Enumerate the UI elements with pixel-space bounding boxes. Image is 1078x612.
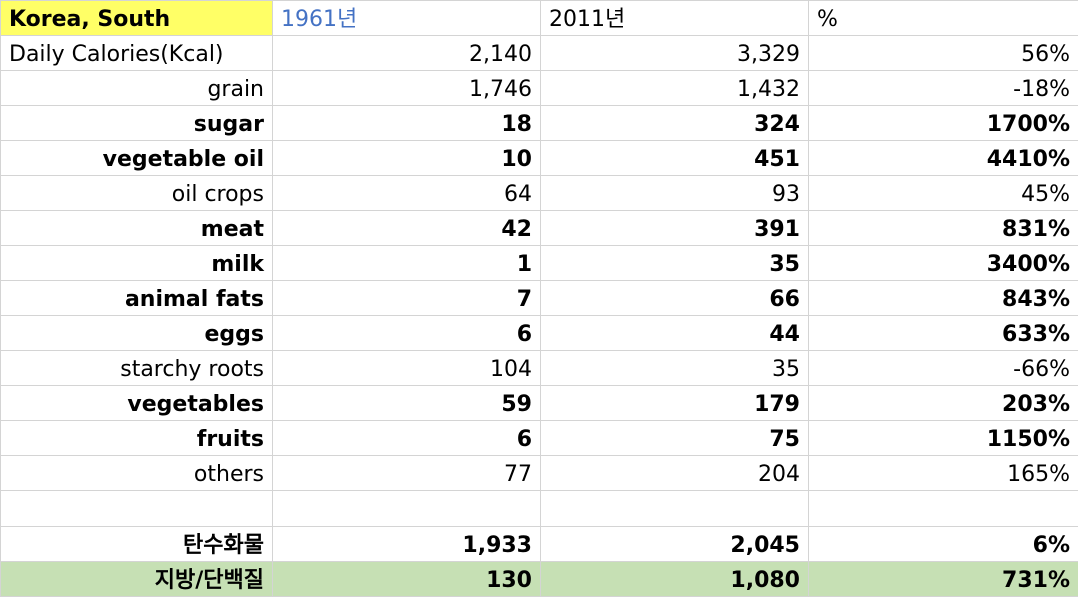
table-row-fat-protein: 지방/단백질 130 1,080 731% xyxy=(0,561,1078,597)
row-label[interactable]: grain xyxy=(0,70,273,106)
row-label[interactable]: sugar xyxy=(0,105,273,141)
value-1961[interactable]: 42 xyxy=(272,210,541,246)
table-row: others 77 204 165% xyxy=(0,455,1078,491)
value-pct[interactable]: 633% xyxy=(808,315,1078,351)
row-label[interactable]: oil crops xyxy=(0,175,273,211)
value-1961[interactable]: 1 xyxy=(272,245,541,281)
value-2011[interactable]: 1,080 xyxy=(540,561,809,597)
value-2011[interactable]: 324 xyxy=(540,105,809,141)
value-2011[interactable]: 451 xyxy=(540,140,809,176)
value-2011[interactable]: 391 xyxy=(540,210,809,246)
value-2011[interactable]: 66 xyxy=(540,280,809,316)
value-pct[interactable]: 45% xyxy=(808,175,1078,211)
value-pct[interactable]: 6% xyxy=(808,526,1078,562)
value-2011[interactable] xyxy=(540,490,809,527)
value-2011[interactable]: 44 xyxy=(540,315,809,351)
table-row: grain 1,746 1,432 -18% xyxy=(0,70,1078,106)
table-row: starchy roots 104 35 -66% xyxy=(0,350,1078,386)
value-2011[interactable]: 204 xyxy=(540,455,809,491)
table-row: meat 42 391 831% xyxy=(0,210,1078,246)
value-1961[interactable]: 7 xyxy=(272,280,541,316)
value-1961[interactable]: 6 xyxy=(272,315,541,351)
value-2011[interactable]: 75 xyxy=(540,420,809,456)
country-cell[interactable]: Korea, South xyxy=(0,0,273,36)
value-pct[interactable]: 1700% xyxy=(808,105,1078,141)
value-1961[interactable]: 6 xyxy=(272,420,541,456)
table-row-empty xyxy=(0,490,1078,527)
value-pct[interactable]: -66% xyxy=(808,350,1078,386)
header-row: Korea, South 1961년 2011년 % xyxy=(0,0,1078,36)
table-row-carbs: 탄수화물 1,933 2,045 6% xyxy=(0,526,1078,562)
row-label[interactable]: fruits xyxy=(0,420,273,456)
value-2011[interactable]: 2,045 xyxy=(540,526,809,562)
row-label[interactable]: vegetables xyxy=(0,385,273,421)
row-label[interactable]: others xyxy=(0,455,273,491)
value-1961[interactable]: 18 xyxy=(272,105,541,141)
value-pct[interactable]: 831% xyxy=(808,210,1078,246)
col-1961-header[interactable]: 1961년 xyxy=(272,0,541,36)
value-2011[interactable]: 35 xyxy=(540,245,809,281)
value-pct[interactable]: 843% xyxy=(808,280,1078,316)
value-2011[interactable]: 3,329 xyxy=(540,35,809,71)
value-pct[interactable]: 203% xyxy=(808,385,1078,421)
value-pct[interactable]: 4410% xyxy=(808,140,1078,176)
value-pct[interactable]: 1150% xyxy=(808,420,1078,456)
col-2011-header[interactable]: 2011년 xyxy=(540,0,809,36)
table-row: sugar 18 324 1700% xyxy=(0,105,1078,141)
table-row: fruits 6 75 1150% xyxy=(0,420,1078,456)
value-pct[interactable] xyxy=(808,490,1078,527)
table-row: vegetable oil 10 451 4410% xyxy=(0,140,1078,176)
row-label[interactable]: eggs xyxy=(0,315,273,351)
table-row: Daily Calories(Kcal) 2,140 3,329 56% xyxy=(0,35,1078,71)
value-2011[interactable]: 179 xyxy=(540,385,809,421)
row-label[interactable]: milk xyxy=(0,245,273,281)
value-1961[interactable]: 64 xyxy=(272,175,541,211)
value-1961[interactable]: 59 xyxy=(272,385,541,421)
row-label[interactable] xyxy=(0,490,273,527)
row-label[interactable]: Daily Calories(Kcal) xyxy=(0,35,273,71)
value-1961[interactable]: 1,933 xyxy=(272,526,541,562)
value-1961[interactable]: 104 xyxy=(272,350,541,386)
value-1961[interactable]: 77 xyxy=(272,455,541,491)
value-pct[interactable]: -18% xyxy=(808,70,1078,106)
value-pct[interactable]: 56% xyxy=(808,35,1078,71)
table-row: milk 1 35 3400% xyxy=(0,245,1078,281)
value-pct[interactable]: 3400% xyxy=(808,245,1078,281)
col-pct-header[interactable]: % xyxy=(808,0,1078,36)
value-2011[interactable]: 93 xyxy=(540,175,809,211)
value-pct[interactable]: 731% xyxy=(808,561,1078,597)
value-2011[interactable]: 1,432 xyxy=(540,70,809,106)
value-1961[interactable]: 10 xyxy=(272,140,541,176)
value-1961[interactable]: 2,140 xyxy=(272,35,541,71)
value-2011[interactable]: 35 xyxy=(540,350,809,386)
table-row: oil crops 64 93 45% xyxy=(0,175,1078,211)
value-1961[interactable]: 130 xyxy=(272,561,541,597)
value-1961[interactable]: 1,746 xyxy=(272,70,541,106)
row-label[interactable]: vegetable oil xyxy=(0,140,273,176)
calorie-table: Korea, South 1961년 2011년 % Daily Calorie… xyxy=(0,0,1078,597)
row-label[interactable]: starchy roots xyxy=(0,350,273,386)
row-label[interactable]: 탄수화물 xyxy=(0,526,273,562)
table-row: vegetables 59 179 203% xyxy=(0,385,1078,421)
value-1961[interactable] xyxy=(272,490,541,527)
row-label[interactable]: 지방/단백질 xyxy=(0,561,273,597)
row-label[interactable]: meat xyxy=(0,210,273,246)
row-label[interactable]: animal fats xyxy=(0,280,273,316)
value-pct[interactable]: 165% xyxy=(808,455,1078,491)
table-row: eggs 6 44 633% xyxy=(0,315,1078,351)
table-row: animal fats 7 66 843% xyxy=(0,280,1078,316)
